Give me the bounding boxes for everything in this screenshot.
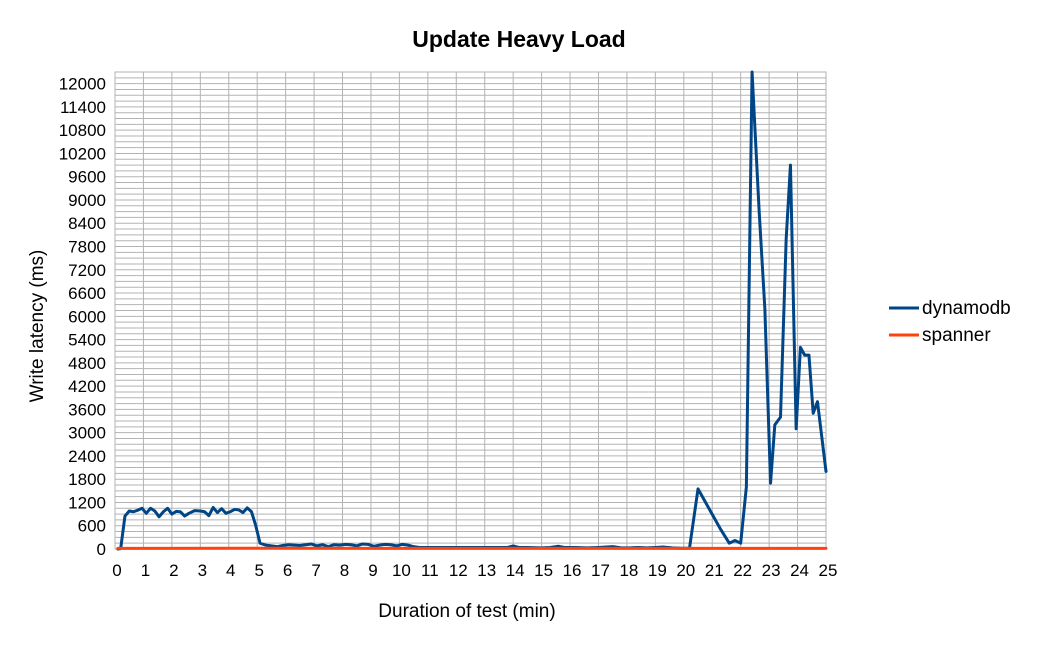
grid xyxy=(114,71,827,550)
x-tick-label: 23 xyxy=(762,561,781,580)
chart-title: Update Heavy Load xyxy=(412,26,625,52)
y-tick-label: 10200 xyxy=(59,144,106,163)
x-axis-label: Duration of test (min) xyxy=(378,601,555,622)
y-tick-label: 8400 xyxy=(68,214,106,233)
y-tick-label: 7800 xyxy=(68,238,106,257)
x-tick-label: 14 xyxy=(506,561,525,580)
x-tick-label: 7 xyxy=(311,561,320,580)
series-lines xyxy=(116,70,828,551)
x-tick-label: 20 xyxy=(676,561,695,580)
y-tick-label: 10800 xyxy=(59,121,106,140)
y-tick-label: 600 xyxy=(78,517,106,536)
x-tick-label: 16 xyxy=(563,561,582,580)
x-tick-label: 1 xyxy=(141,561,150,580)
y-tick-label: 7200 xyxy=(68,261,106,280)
x-tick-label: 22 xyxy=(733,561,752,580)
x-tick-label: 0 xyxy=(112,561,121,580)
y-tick-label: 12000 xyxy=(59,75,106,94)
x-tick-label: 19 xyxy=(648,561,667,580)
y-tick-label: 0 xyxy=(97,540,106,559)
x-tick-label: 8 xyxy=(340,561,349,580)
y-tick-label: 1800 xyxy=(68,470,106,489)
x-tick-label: 2 xyxy=(169,561,178,580)
y-tick-label: 5400 xyxy=(68,331,106,350)
legend-label-spanner: spanner xyxy=(922,325,991,346)
y-tick-label: 9000 xyxy=(68,191,106,210)
y-tick-label: 4800 xyxy=(68,354,106,373)
x-tick-label: 3 xyxy=(198,561,207,580)
y-tick-label: 1200 xyxy=(68,493,106,512)
y-axis-label: Write latency (ms) xyxy=(27,250,48,403)
x-tick-label: 12 xyxy=(449,561,468,580)
legend: dynamodb spanner xyxy=(889,298,1011,346)
y-tick-label: 3000 xyxy=(68,424,106,443)
x-tick-label: 11 xyxy=(421,561,439,580)
x-tick-label: 18 xyxy=(619,561,638,580)
x-tick-label: 15 xyxy=(534,561,553,580)
x-tick-label: 10 xyxy=(392,561,411,580)
x-tick-label: 25 xyxy=(819,561,838,580)
x-tick-label: 9 xyxy=(368,561,377,580)
y-tick-label: 6000 xyxy=(68,307,106,326)
x-tick-label: 21 xyxy=(705,561,724,580)
x-tick-label: 13 xyxy=(477,561,496,580)
axes: 0600120018002400300036004200480054006000… xyxy=(59,75,838,580)
x-tick-label: 17 xyxy=(591,561,610,580)
legend-label-dynamodb: dynamodb xyxy=(922,298,1011,319)
y-tick-label: 11400 xyxy=(60,98,106,117)
x-tick-label: 4 xyxy=(226,561,235,580)
y-tick-label: 6600 xyxy=(68,284,106,303)
series-line-dynamodb xyxy=(116,70,828,551)
x-tick-label: 5 xyxy=(254,561,263,580)
y-tick-label: 3600 xyxy=(68,400,106,419)
y-tick-label: 9600 xyxy=(68,168,106,187)
x-tick-label: 6 xyxy=(283,561,292,580)
y-tick-label: 4200 xyxy=(68,377,106,396)
x-tick-label: 24 xyxy=(790,561,809,580)
y-tick-label: 2400 xyxy=(68,447,106,466)
